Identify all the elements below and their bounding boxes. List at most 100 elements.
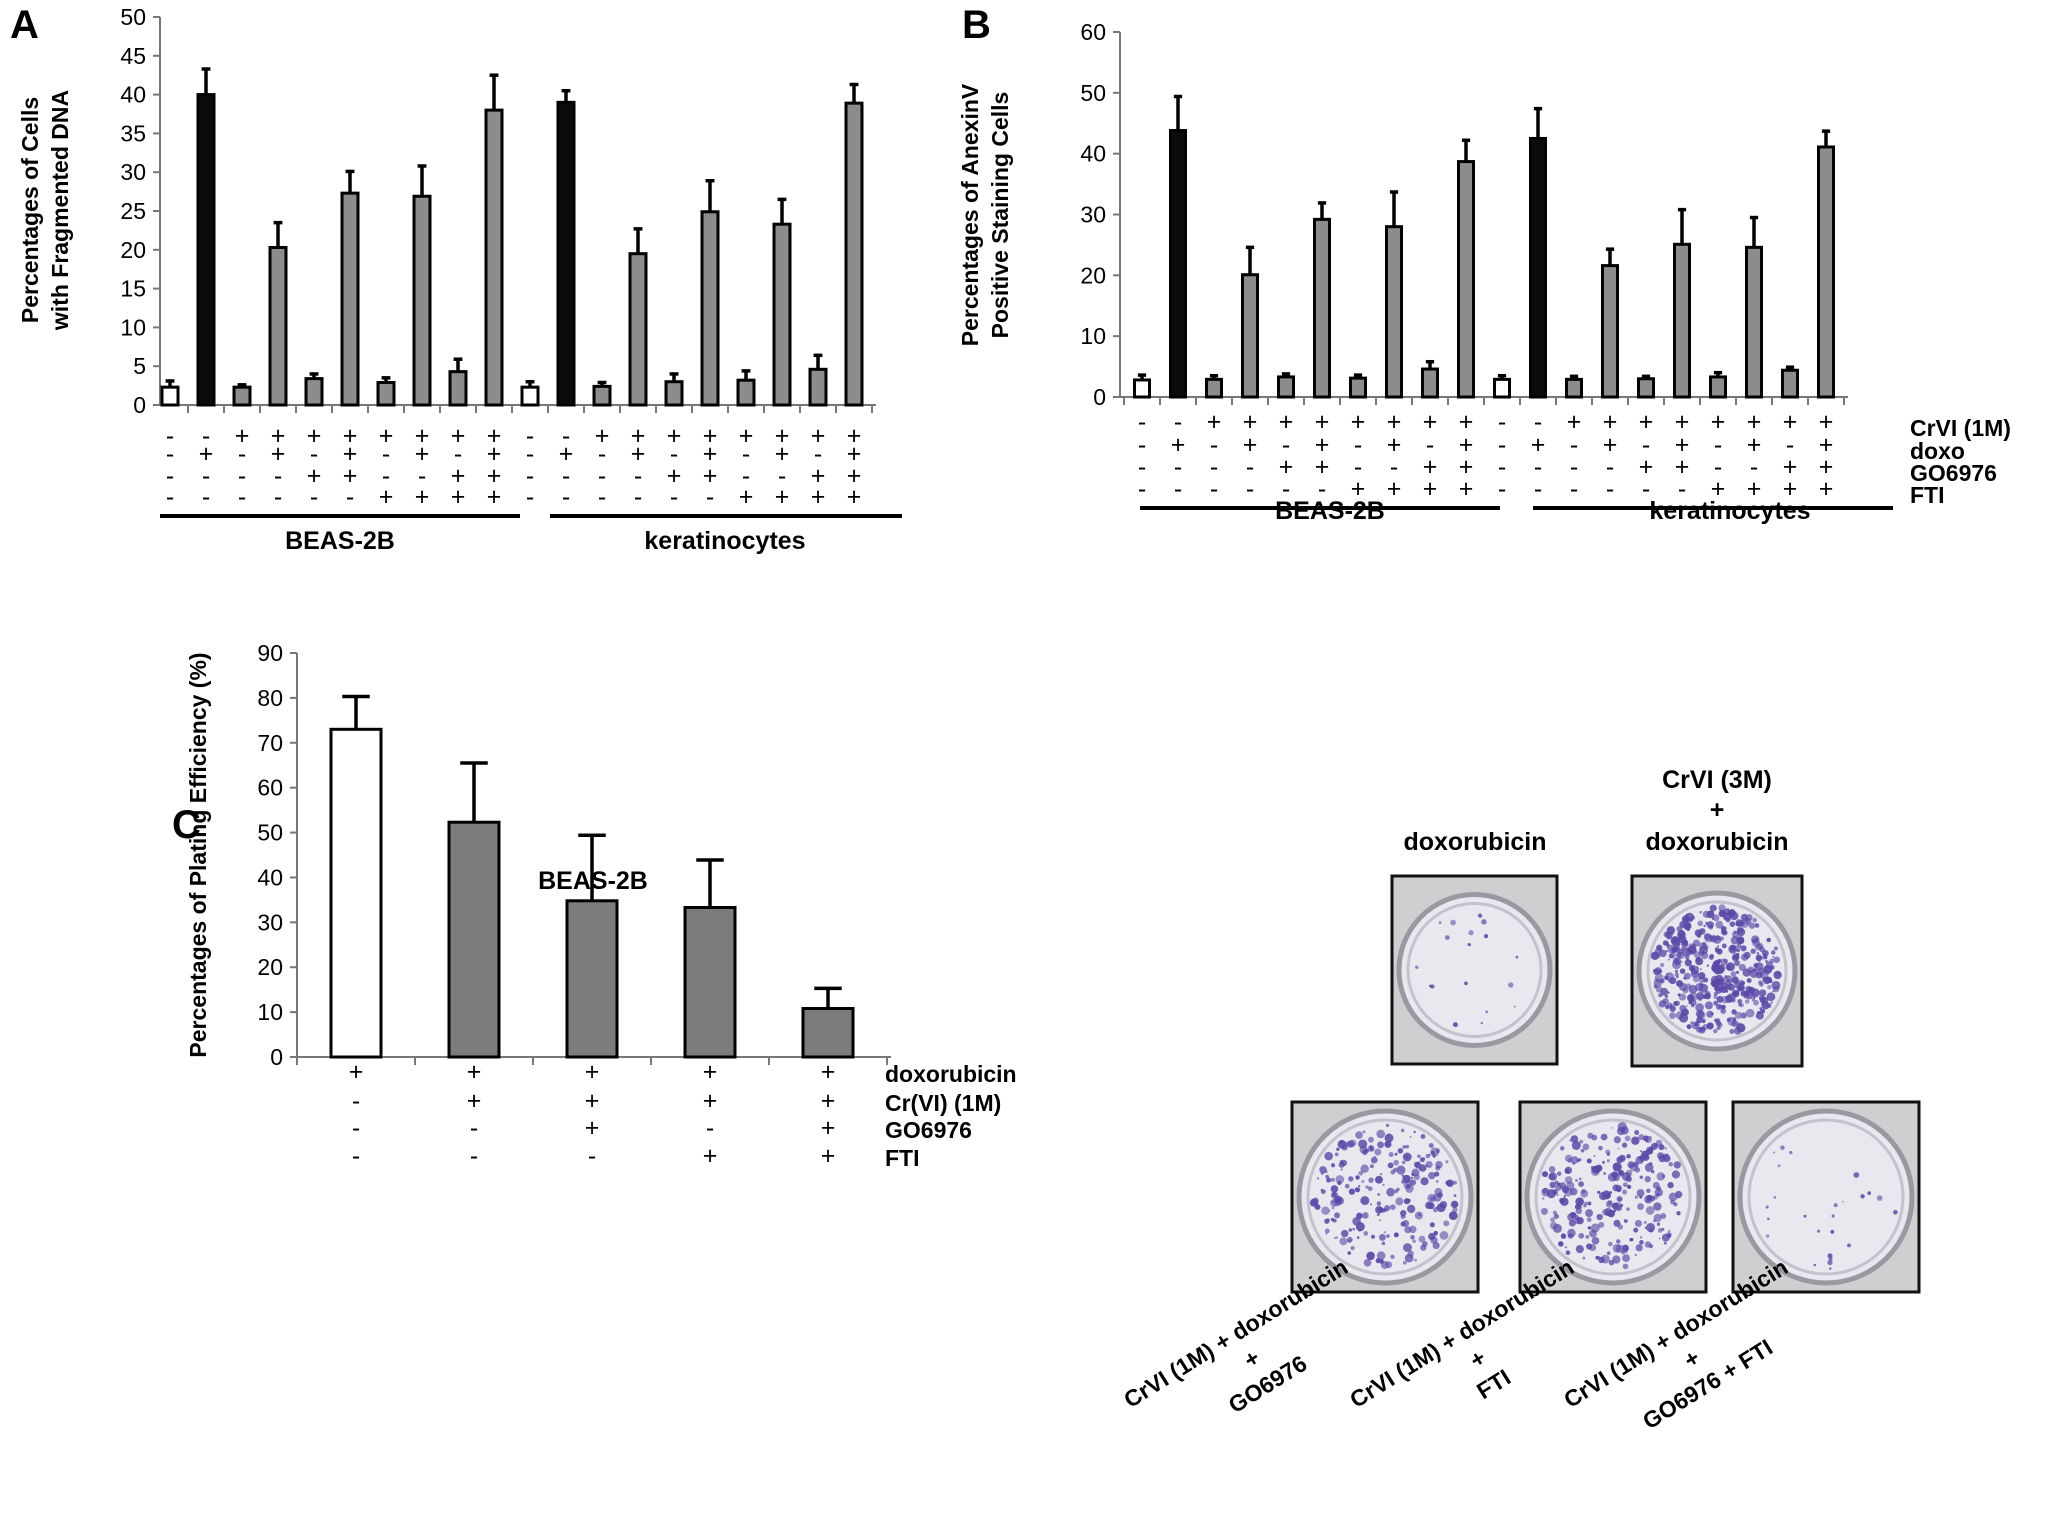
colony-dot xyxy=(1445,1180,1451,1186)
colony-dot xyxy=(1352,1227,1355,1231)
colony-dot xyxy=(1572,1162,1575,1165)
colony-dot xyxy=(1732,953,1740,961)
colony-dot xyxy=(1445,1160,1449,1164)
colony-dot xyxy=(1384,1205,1391,1212)
colony-dot xyxy=(1588,1243,1597,1252)
colony-dot xyxy=(1382,1183,1385,1187)
colony-dot xyxy=(1376,1213,1380,1217)
colony-dot xyxy=(1542,1171,1549,1178)
colony-dot xyxy=(1613,1219,1621,1227)
condition-sign: - xyxy=(742,462,750,490)
colony-dot xyxy=(1668,953,1674,959)
condition-sign: + xyxy=(847,483,862,511)
colony-dot xyxy=(1634,1130,1640,1136)
condition-sign: + xyxy=(451,462,466,490)
colony-dot xyxy=(1715,948,1720,953)
colony-dot xyxy=(1664,1147,1667,1150)
colony-dot xyxy=(1444,935,1450,940)
condition-sign: + xyxy=(349,1058,364,1086)
colony-dot xyxy=(1560,1233,1567,1239)
condition-sign: + xyxy=(811,422,826,450)
condition-sign: + xyxy=(847,422,862,450)
colony-dot xyxy=(1428,1153,1431,1156)
condition-sign: + xyxy=(1387,475,1402,503)
colony-dot xyxy=(1653,1219,1657,1223)
colony-dot xyxy=(1564,1246,1567,1249)
colony-dot xyxy=(1695,1009,1705,1019)
colony-dot xyxy=(1876,1195,1883,1201)
colony-dot xyxy=(1411,1168,1420,1177)
colony-dot xyxy=(1436,1150,1440,1153)
colony-dot xyxy=(1586,1158,1592,1164)
colony-dot xyxy=(1563,1195,1566,1198)
colony-dot xyxy=(1748,922,1756,929)
colony-dot xyxy=(1760,1008,1766,1014)
condition-sign: + xyxy=(585,1058,600,1086)
colony-dot xyxy=(1366,1251,1375,1261)
colony-dot xyxy=(1644,1175,1651,1183)
colony-dot xyxy=(1684,954,1690,960)
condition-sign: - xyxy=(166,440,174,468)
colony-dot xyxy=(1696,992,1705,1000)
condition-sign: - xyxy=(1138,408,1146,436)
colony-dot xyxy=(1552,1189,1558,1195)
condition-sign: + xyxy=(821,1142,836,1170)
condition-sign: + xyxy=(1243,431,1258,459)
colony-dot xyxy=(1697,920,1704,927)
bar xyxy=(1601,264,1619,399)
condition-sign: - xyxy=(166,422,174,450)
colony-dot xyxy=(1348,1188,1356,1195)
bar xyxy=(1385,225,1403,399)
y-tick-label: 10 xyxy=(1080,323,1106,349)
condition-sign: - xyxy=(588,1142,596,1170)
colony-dot xyxy=(1420,1177,1429,1186)
condition-sign: - xyxy=(352,1087,360,1115)
colony-dot xyxy=(1617,1122,1627,1132)
condition-sign: - xyxy=(1534,408,1542,436)
colony-dot xyxy=(1729,921,1736,928)
colony-dot xyxy=(1711,981,1717,988)
colony-dot xyxy=(1385,1123,1390,1128)
condition-sign: + xyxy=(703,422,718,450)
colony-dot xyxy=(1558,1241,1564,1247)
colony-dot xyxy=(1435,1165,1441,1171)
colony-dot xyxy=(1330,1185,1339,1193)
colony-dot xyxy=(1590,1166,1600,1176)
bar xyxy=(700,210,720,407)
colony-dot xyxy=(1477,913,1483,918)
condition-sign: + xyxy=(1711,408,1726,436)
colony-dot xyxy=(1758,959,1761,962)
bar xyxy=(447,820,501,1059)
condition-sign: - xyxy=(310,440,318,468)
bar xyxy=(1457,160,1475,399)
condition-sign: + xyxy=(307,462,322,490)
colony-dot xyxy=(1383,1231,1386,1234)
colony-dot xyxy=(1669,1012,1676,1019)
condition-sign: + xyxy=(487,462,502,490)
colony-dot xyxy=(1410,1176,1414,1180)
condition-sign: + xyxy=(1387,431,1402,459)
colony-dot xyxy=(1598,1145,1603,1151)
colony-dot xyxy=(1752,917,1757,923)
colony-dot xyxy=(1540,1207,1548,1215)
colony-dot xyxy=(1598,1191,1608,1201)
colony-dot xyxy=(1587,1201,1592,1206)
condition-sign: - xyxy=(1570,475,1578,503)
condition-row-label: FTI xyxy=(1910,482,1945,508)
colony-dot xyxy=(1370,1234,1376,1239)
dish-caption: + xyxy=(1710,796,1725,824)
y-tick-label: 30 xyxy=(1080,202,1106,228)
colony-dot xyxy=(1704,990,1711,997)
condition-sign: - xyxy=(202,483,210,511)
condition-row-label: GO6976 xyxy=(1910,460,1997,486)
condition-row-label: Cr(VI) (1M) xyxy=(885,1090,1001,1116)
colony-dot xyxy=(1450,1200,1459,1209)
condition-sign: + xyxy=(1459,431,1474,459)
condition-sign: + xyxy=(775,422,790,450)
colony-dot xyxy=(1580,1189,1589,1198)
colony-dot xyxy=(1392,1167,1398,1173)
condition-sign: - xyxy=(238,440,246,468)
colony-dot xyxy=(1379,1234,1386,1241)
colony-dot xyxy=(1626,1154,1631,1159)
colony-dot xyxy=(1376,1251,1386,1260)
